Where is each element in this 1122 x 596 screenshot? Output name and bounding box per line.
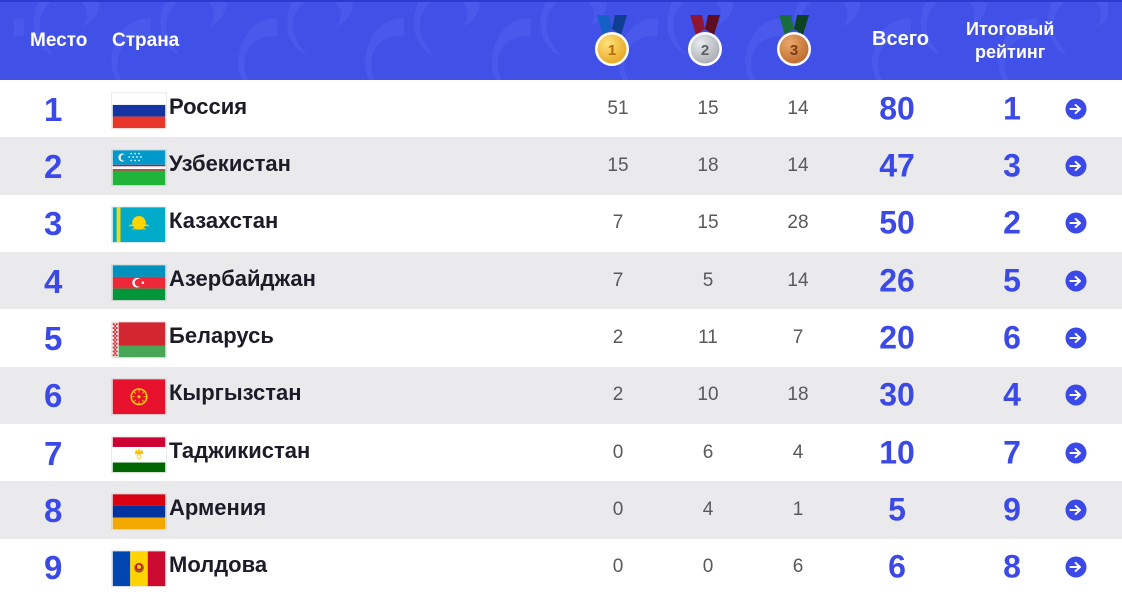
svg-text:1: 1	[608, 42, 616, 59]
svg-text:3: 3	[790, 42, 798, 59]
svg-text:2: 2	[701, 42, 709, 59]
